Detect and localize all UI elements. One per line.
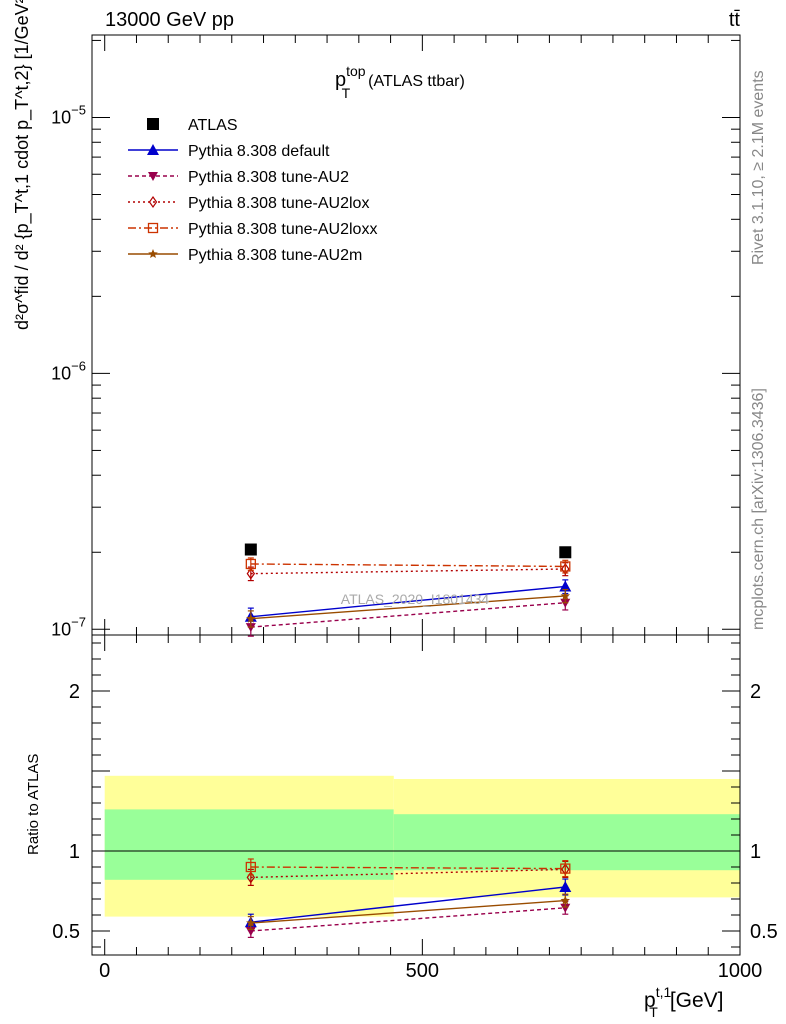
- xlabel-main: p: [644, 989, 656, 1012]
- ratio-series-line-1: [250, 907, 566, 932]
- legend-marker-5: [148, 249, 158, 258]
- x-axis-label: pt,1 T [GeV]: [644, 984, 724, 1020]
- legend-marker-3: [148, 195, 158, 209]
- legend-marker-2: [148, 172, 158, 181]
- main-series-line-3: [250, 568, 566, 575]
- main-plot-title: ptop T (ATLAS ttbar): [335, 63, 465, 101]
- main-point-3-1: [561, 562, 570, 576]
- main-point-4-1: [560, 561, 571, 572]
- main-point-0-0: [244, 543, 257, 556]
- header-right: tt̄: [729, 9, 741, 31]
- legend-label-4: Pythia 8.308 tune-AU2loxx: [188, 221, 377, 238]
- ratio-frame: [91, 634, 741, 956]
- ratio-ytick-label: 1: [69, 841, 80, 863]
- main-series-line-1: [250, 585, 566, 618]
- legend-label-1: Pythia 8.308 default: [188, 143, 330, 160]
- main-ylabel: d²σ^fid / d² {p_T^t,1 cdot p_T^t,2} [1/G…: [12, 0, 33, 330]
- rivet-label: Rivet 3.1.10, ≥ 2.1M events: [750, 70, 767, 265]
- main-series-line-5: [250, 595, 566, 620]
- ratio-ytick-label-right: 0.5: [750, 921, 778, 943]
- legend-marker-4: [147, 222, 159, 234]
- xlabel-sub: T: [649, 1004, 658, 1020]
- ratio-inner-band-0: [104, 809, 394, 880]
- ratio-point-1-1: [560, 903, 571, 913]
- header-left: 13000 GeV pp: [105, 9, 234, 31]
- ratio-panel-axes: 0.5 0.5 1 1 2 2 0 500 1000: [52, 634, 778, 982]
- main-series-line-2: [250, 602, 566, 628]
- ratio-series-line-3: [250, 866, 566, 870]
- main-ytick-label: 10−7: [51, 614, 86, 639]
- legend: ATLAS Pythia 8.308 default Pythia 8.308 tu…: [128, 117, 377, 264]
- ratio-ytick-label-right: 2: [750, 681, 761, 703]
- title-sup: top: [346, 63, 366, 79]
- ratio-point-3-0: [245, 861, 256, 873]
- ratio-uncertainty-bands: [104, 775, 740, 917]
- legend-label-0: ATLAS: [188, 117, 238, 134]
- mcplots-label: mcplots.cern.ch [arXiv:1306.3436]: [750, 388, 767, 630]
- ratio-point-2-0: [246, 871, 256, 884]
- ratio-ylabel: Ratio to ATLAS: [25, 754, 42, 855]
- ratio-point-4-1: [560, 895, 570, 905]
- main-point-3-0: [246, 567, 256, 580]
- main-point-5-1: [560, 590, 570, 600]
- legend-label-2: Pythia 8.308 tune-AU2: [188, 169, 349, 186]
- ratio-point-4-0: [246, 918, 256, 927]
- title-rest: (ATLAS ttbar): [368, 73, 465, 90]
- analysis-watermark: ATLAS_2020_I1801434: [341, 591, 490, 607]
- legend-label-5: Pythia 8.308 tune-AU2m: [188, 247, 362, 264]
- ratio-point-3-1: [560, 863, 571, 874]
- ratio-point-0-1: [559, 881, 572, 892]
- main-point-4-0: [245, 558, 256, 570]
- main-ytick-label: 10−6: [51, 358, 86, 383]
- title-sub: T: [342, 85, 351, 101]
- x-tick-label: 1000: [718, 960, 763, 982]
- main-point-5-0: [246, 613, 256, 623]
- main-point-1-1: [559, 580, 572, 592]
- legend-label-3: Pythia 8.308 tune-AU2lox: [188, 195, 369, 212]
- xlabel-sup: t,1: [656, 984, 672, 1000]
- ratio-ytick-label-right: 1: [750, 841, 761, 863]
- title-main: p: [335, 69, 346, 91]
- xlabel-rest: [GeV]: [670, 989, 724, 1012]
- main-point-0-1: [559, 546, 572, 559]
- x-tick-label: 500: [406, 960, 439, 982]
- legend-marker-0: [147, 118, 159, 130]
- main-series-line-4: [250, 563, 566, 568]
- main-ytick-label: 10−5: [51, 102, 86, 127]
- ratio-ytick-label: 0.5: [52, 921, 80, 943]
- ratio-ytick-label: 2: [69, 681, 80, 703]
- ratio-series-line-0: [250, 886, 566, 923]
- ratio-panel-series: [244, 858, 572, 939]
- main-panel-axes: 10−7 10−6 10−5: [51, 34, 741, 639]
- legend-marker-1: [147, 144, 159, 155]
- x-tick-label: 0: [99, 960, 110, 982]
- ratio-series-line-4: [250, 899, 566, 924]
- main-panel-series: [244, 543, 572, 637]
